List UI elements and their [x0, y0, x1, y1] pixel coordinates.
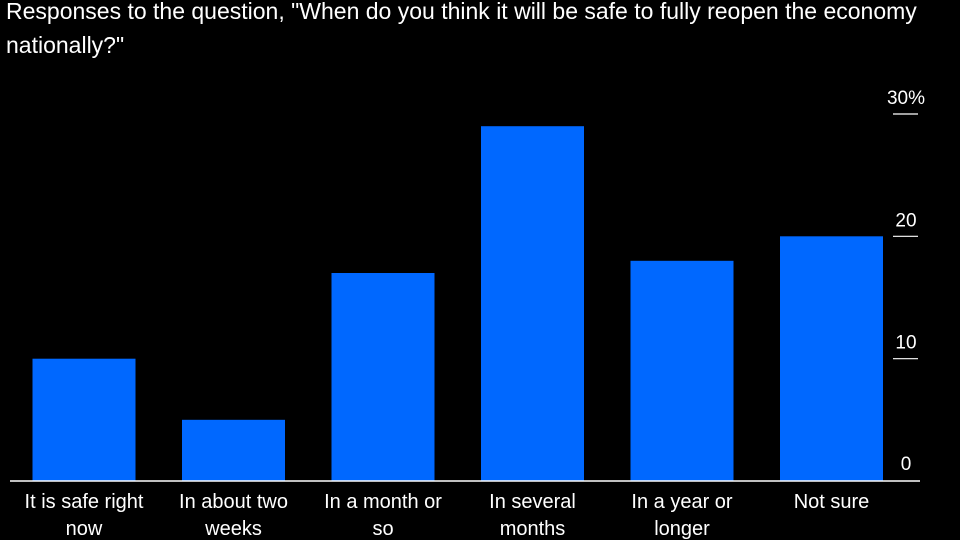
bar-4: [630, 260, 734, 481]
category-label-3-line-1: months: [500, 518, 566, 540]
y-ticks-group: 0 10 20 30%: [887, 88, 925, 475]
category-label-0-line-0: It is safe right: [25, 491, 144, 513]
category-label-3-line-0: In several: [489, 491, 576, 513]
bar-0: [32, 358, 136, 481]
bar-3: [481, 126, 584, 481]
category-label-2-line-1: so: [372, 518, 393, 540]
bar-5: [780, 236, 883, 481]
y-tick-label-0: 0: [901, 454, 912, 475]
category-label-4-line-0: In a year or: [631, 491, 733, 513]
y-tick-label-2: 20: [895, 210, 916, 231]
category-labels-group: It is safe right now In about two weeks In a…: [25, 491, 870, 540]
category-label-0-line-1: now: [66, 518, 103, 540]
bar-2: [331, 273, 435, 481]
chart-title: Responses to the question, "When do you …: [6, 0, 917, 58]
category-label-1-line-1: weeks: [204, 518, 262, 540]
y-tick-label-1: 10: [895, 333, 916, 354]
category-label-1-line-0: In about two: [179, 491, 288, 513]
bars-group: [32, 126, 883, 481]
category-label-2-line-0: In a month or: [324, 491, 442, 513]
y-tick-label-3: 30%: [887, 88, 925, 109]
category-label-4-line-1: longer: [654, 518, 710, 540]
category-label-5-line-0: Not sure: [794, 491, 870, 513]
bar-1: [182, 419, 285, 481]
